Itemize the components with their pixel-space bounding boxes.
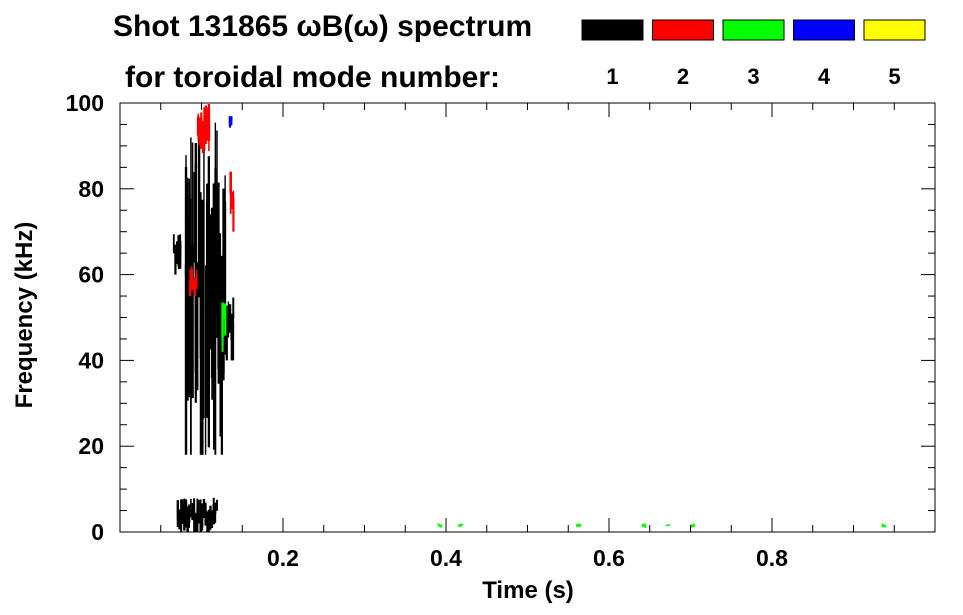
series-2-blob-2 bbox=[188, 266, 198, 297]
series-3-blob-3 bbox=[576, 523, 581, 527]
y-tick-label: 60 bbox=[78, 262, 104, 288]
legend-swatch-1 bbox=[581, 19, 644, 41]
series-1-blob-2 bbox=[176, 497, 218, 532]
series-3-blob-0 bbox=[221, 302, 227, 352]
series-1-blob-3 bbox=[225, 297, 235, 361]
legend-label-2: 2 bbox=[677, 64, 689, 89]
x-tick-label: 0.2 bbox=[267, 545, 299, 571]
legend-label-1: 1 bbox=[606, 64, 618, 89]
x-axis-label: Time (s) bbox=[482, 577, 574, 604]
series-3-blob-7 bbox=[881, 523, 887, 528]
y-tick-label: 80 bbox=[78, 176, 104, 202]
y-tick-label: 40 bbox=[78, 347, 104, 373]
x-tick-label: 0.4 bbox=[430, 545, 462, 571]
series-1-blob-1 bbox=[172, 234, 182, 275]
legend-swatch-2 bbox=[652, 19, 714, 41]
series-2-blob-1 bbox=[229, 171, 235, 232]
y-axis-label: Frequency (kHz) bbox=[11, 222, 38, 409]
legend-swatch-4 bbox=[793, 19, 855, 41]
legend-label-4: 4 bbox=[818, 64, 831, 89]
series-3-blob-5 bbox=[665, 523, 671, 527]
legend: 1 2 3 4 5 bbox=[581, 19, 926, 89]
legend-label-3: 3 bbox=[747, 64, 759, 89]
series-3-blob-1 bbox=[437, 523, 443, 528]
plot-frame bbox=[119, 102, 936, 533]
series-3-blob-6 bbox=[690, 523, 695, 528]
x-tick-label: 0.6 bbox=[593, 545, 625, 571]
legend-swatch-3 bbox=[722, 19, 785, 41]
y-tick-label: 0 bbox=[91, 519, 104, 545]
y-tick-label: 20 bbox=[78, 433, 104, 459]
chart-subtitle: for toroidal mode number: bbox=[125, 61, 500, 94]
y-tick-label: 100 bbox=[66, 90, 104, 116]
series-3-blob-2 bbox=[457, 523, 463, 528]
series-2-blob-0 bbox=[196, 104, 211, 154]
x-tick-label: 0.8 bbox=[756, 545, 788, 571]
series-4-blob-0 bbox=[228, 116, 233, 128]
plot-area bbox=[172, 104, 887, 532]
legend-swatch-5 bbox=[863, 19, 926, 41]
series-3-blob-4 bbox=[641, 523, 647, 528]
chart-title: Shot 131865 ωB(ω) spectrum bbox=[113, 10, 532, 43]
axes: 0.2 0.4 0.6 0.8 0 20 40 60 80 100 bbox=[66, 90, 936, 571]
legend-label-5: 5 bbox=[888, 64, 900, 89]
series-1-blob-0 bbox=[184, 122, 227, 455]
